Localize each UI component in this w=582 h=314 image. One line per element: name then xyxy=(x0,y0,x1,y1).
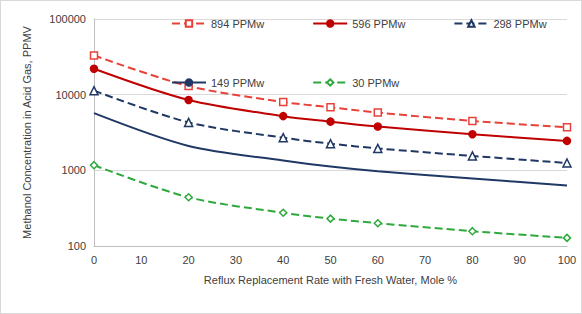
svg-text:20: 20 xyxy=(182,254,194,266)
svg-text:894 PPMw: 894 PPMw xyxy=(211,18,264,30)
svg-text:0: 0 xyxy=(91,254,97,266)
svg-text:Reflux Replacement Rate with F: Reflux Replacement Rate with Fresh Water… xyxy=(204,274,458,286)
svg-text:298 PPMw: 298 PPMw xyxy=(493,18,546,30)
svg-text:596 PPMw: 596 PPMw xyxy=(352,18,405,30)
svg-text:100: 100 xyxy=(68,240,86,252)
svg-text:70: 70 xyxy=(419,254,431,266)
svg-text:100000: 100000 xyxy=(49,13,86,25)
svg-text:40: 40 xyxy=(277,254,289,266)
svg-text:30 PPMw: 30 PPMw xyxy=(352,77,399,89)
svg-text:1000: 1000 xyxy=(62,164,86,176)
svg-text:Methanol Concentration in Acid: Methanol Concentration in Acid Gas, PPMV xyxy=(21,25,33,238)
svg-text:50: 50 xyxy=(324,254,336,266)
svg-text:10000: 10000 xyxy=(55,89,86,101)
svg-text:149 PPMw: 149 PPMw xyxy=(211,77,264,89)
svg-text:90: 90 xyxy=(514,254,526,266)
svg-text:80: 80 xyxy=(466,254,478,266)
svg-text:30: 30 xyxy=(230,254,242,266)
svg-text:10: 10 xyxy=(135,254,147,266)
svg-text:100: 100 xyxy=(558,254,576,266)
svg-text:60: 60 xyxy=(372,254,384,266)
